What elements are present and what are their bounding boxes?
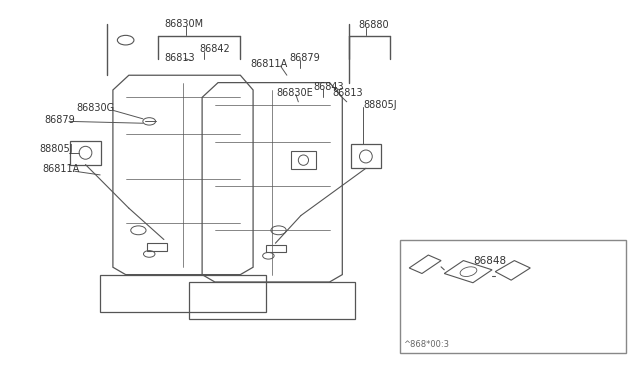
- Text: 86879: 86879: [289, 52, 320, 62]
- Bar: [70, 141, 100, 164]
- Bar: [399, 240, 626, 353]
- Text: 86830E: 86830E: [276, 88, 314, 98]
- Bar: [351, 144, 381, 168]
- Text: ^868*00:3: ^868*00:3: [403, 340, 449, 349]
- Text: 86848: 86848: [473, 256, 506, 266]
- Text: 86811A: 86811A: [43, 164, 80, 174]
- Text: 86813: 86813: [333, 88, 364, 98]
- Text: 86830M: 86830M: [164, 19, 203, 29]
- Text: 86830G: 86830G: [77, 103, 115, 113]
- Text: 86879: 86879: [45, 115, 76, 125]
- Text: 86880: 86880: [358, 20, 389, 31]
- Text: 88805J: 88805J: [40, 144, 73, 154]
- Text: 86842: 86842: [199, 44, 230, 54]
- Text: 86843: 86843: [314, 82, 344, 92]
- Text: 86811A: 86811A: [250, 59, 287, 69]
- Bar: [147, 243, 167, 251]
- Bar: [291, 151, 316, 169]
- Bar: [266, 245, 286, 253]
- Text: 86813: 86813: [164, 52, 195, 62]
- Text: 88805J: 88805J: [364, 100, 397, 110]
